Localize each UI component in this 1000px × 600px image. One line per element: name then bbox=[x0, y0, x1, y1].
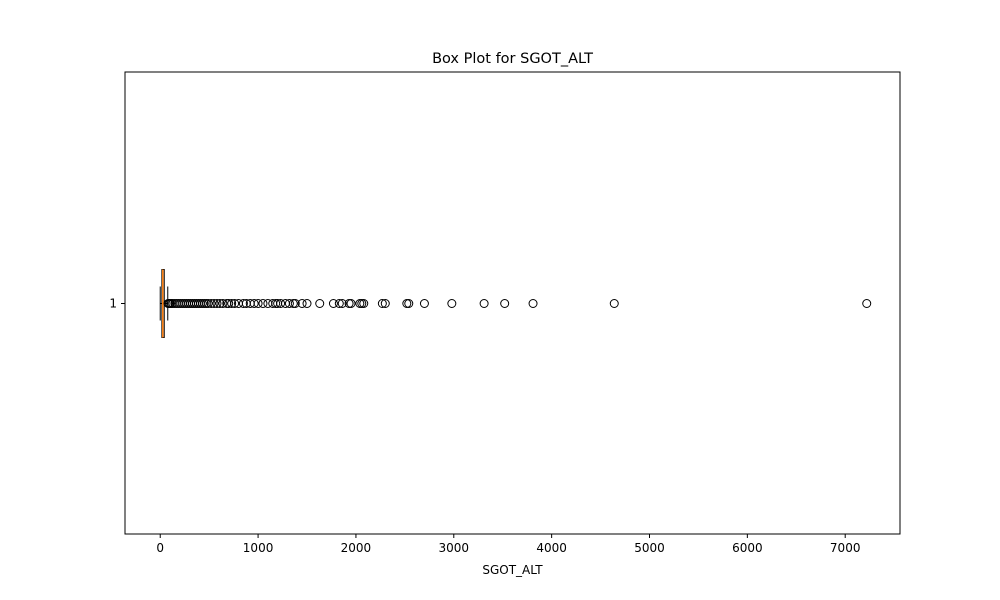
outlier-point bbox=[315, 299, 325, 308]
outlier-point bbox=[334, 299, 344, 308]
x-tick-label: 3000 bbox=[439, 541, 470, 555]
outlier-point bbox=[500, 299, 510, 308]
outlier-point bbox=[276, 299, 286, 308]
outlier-point bbox=[297, 299, 307, 308]
x-axis-label: SGOT_ALT bbox=[482, 563, 543, 577]
outlier-point bbox=[227, 299, 237, 308]
outlier-point bbox=[203, 299, 213, 308]
x-tick-label: 6000 bbox=[732, 541, 763, 555]
outlier-point bbox=[258, 299, 268, 308]
outlier-point bbox=[230, 299, 240, 308]
outlier-point bbox=[328, 299, 338, 308]
outlier-point bbox=[218, 299, 228, 308]
x-tick-label: 5000 bbox=[634, 541, 665, 555]
outlier-point bbox=[346, 299, 356, 308]
outlier-point bbox=[404, 299, 414, 308]
x-tick-label: 4000 bbox=[536, 541, 567, 555]
x-tick-label: 1000 bbox=[243, 541, 274, 555]
outlier-point bbox=[238, 299, 248, 308]
outlier-point bbox=[224, 299, 234, 308]
outlier-point bbox=[215, 299, 225, 308]
outlier-point bbox=[380, 299, 390, 308]
outlier-point bbox=[862, 299, 872, 308]
outlier-point bbox=[609, 299, 619, 308]
outlier-point bbox=[337, 299, 347, 308]
outlier-point bbox=[206, 299, 216, 308]
outlier-point bbox=[359, 299, 369, 308]
y-axis: 1 bbox=[109, 297, 125, 311]
outlier-point bbox=[284, 299, 294, 308]
chart-title: Box Plot for SGOT_ALT bbox=[432, 51, 593, 67]
outlier-point bbox=[419, 299, 429, 308]
outlier-point bbox=[447, 299, 457, 308]
outlier-point bbox=[209, 299, 219, 308]
outlier-point bbox=[302, 299, 312, 308]
x-axis: 0 1000 2000 3000 4000 5000 6000 7000 bbox=[156, 534, 860, 555]
outlier-point bbox=[253, 299, 263, 308]
plot-area bbox=[159, 269, 872, 338]
outlier-point bbox=[290, 299, 300, 308]
x-tick-label: 0 bbox=[156, 541, 164, 555]
outlier-point bbox=[479, 299, 489, 308]
x-tick-label: 7000 bbox=[830, 541, 861, 555]
x-tick-label: 2000 bbox=[341, 541, 372, 555]
outlier-point bbox=[249, 299, 259, 308]
outlier-point bbox=[528, 299, 538, 308]
y-tick-label: 1 bbox=[109, 297, 117, 311]
outlier-point bbox=[377, 299, 387, 308]
outlier-point bbox=[212, 299, 222, 308]
